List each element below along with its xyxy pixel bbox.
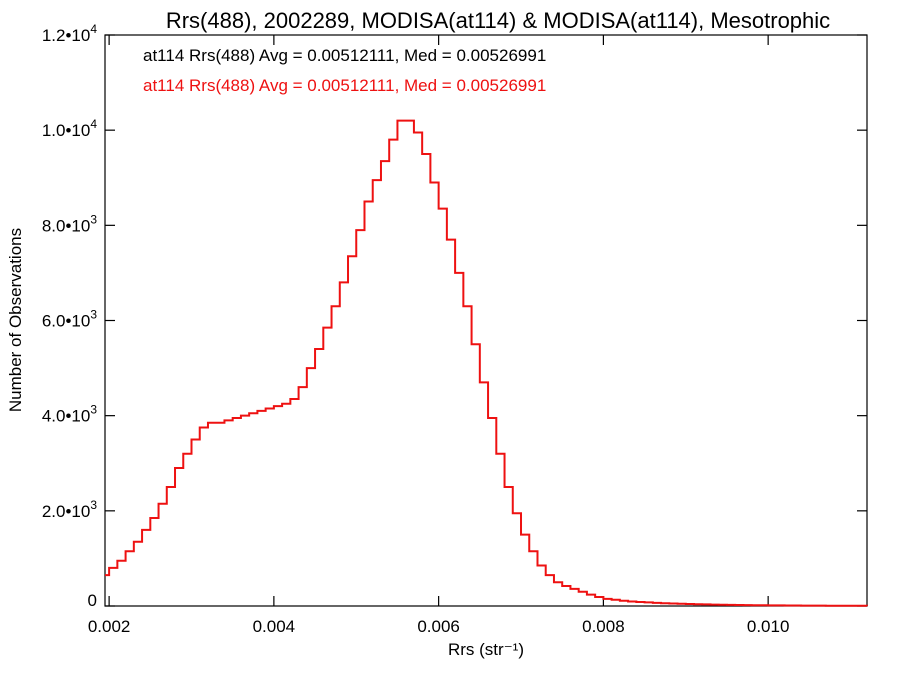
- y-tick-label: 8.0•103: [42, 212, 98, 235]
- annotation-black: at114 Rrs(488) Avg = 0.00512111, Med = 0…: [143, 46, 546, 65]
- annotation-red: at114 Rrs(488) Avg = 0.00512111, Med = 0…: [143, 76, 546, 95]
- x-axis-label: Rrs (str⁻¹): [448, 640, 524, 659]
- y-tick-label: 1.2•104: [42, 22, 98, 45]
- x-tick-label: 0.008: [582, 617, 625, 636]
- y-axis-label: Number of Observations: [6, 228, 25, 412]
- y-tick-exponent: 4: [90, 22, 97, 36]
- x-tick-label: 0.004: [253, 617, 296, 636]
- y-tick-mantissa: 2.0•10: [42, 502, 91, 521]
- y-tick-label: 0: [88, 591, 97, 610]
- y-tick-mantissa: 1.0•10: [42, 121, 91, 140]
- y-tick-exponent: 3: [90, 212, 97, 226]
- x-tick-label: 0.010: [747, 617, 790, 636]
- x-axis-ticks: 0.002 0.004 0.006 0.008 0.010: [88, 35, 790, 636]
- series-layer: [105, 119, 868, 607]
- y-tick-mantissa: 1.2•10: [42, 26, 91, 45]
- y-tick-mantissa: 8.0•10: [42, 216, 91, 235]
- y-axis-ticks: 02.0•1034.0•1036.0•1038.0•1031.0•1041.2•…: [42, 22, 867, 610]
- y-tick-exponent: 3: [90, 403, 97, 417]
- y-tick-label: 1.0•104: [42, 117, 98, 140]
- plot-frame: [104, 34, 868, 607]
- y-tick-exponent: 3: [90, 308, 97, 322]
- x-tick-label: 0.006: [417, 617, 460, 636]
- y-tick-label: 6.0•103: [42, 308, 98, 331]
- y-tick-mantissa: 0: [88, 591, 97, 610]
- series-line-0: [105, 119, 868, 607]
- y-tick-exponent: 3: [90, 498, 97, 512]
- chart-title: Rrs(488), 2002289, MODISA(at114) & MODIS…: [166, 8, 830, 33]
- y-tick-label: 2.0•103: [42, 498, 98, 521]
- y-tick-label: 4.0•103: [42, 403, 98, 426]
- x-tick-label: 0.002: [88, 617, 131, 636]
- y-tick-exponent: 4: [90, 117, 97, 131]
- y-tick-mantissa: 4.0•10: [42, 407, 91, 426]
- y-tick-mantissa: 6.0•10: [42, 312, 91, 331]
